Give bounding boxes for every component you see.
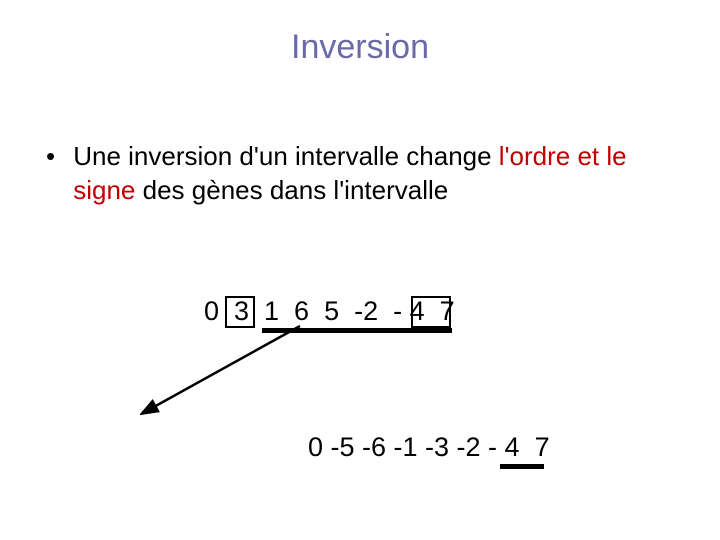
bullet-text: Une inversion d'un intervalle change l'o… xyxy=(73,140,633,208)
slide: Inversion • Une inversion d'un intervall… xyxy=(0,0,720,540)
bullet-marker: • xyxy=(46,140,66,174)
box-around-minus4 xyxy=(411,296,451,328)
sequence-2: 0 -5 -6 -1 -3 -2 - 4 7 xyxy=(308,432,550,463)
slide-title: Inversion xyxy=(0,28,720,67)
arrow-icon xyxy=(140,320,310,420)
bullet-suffix: des gènes dans l'intervalle xyxy=(143,175,449,205)
underline-minus4-result xyxy=(500,464,544,469)
bullet-prefix: Une inversion d'un intervalle change xyxy=(73,141,499,171)
bullet-block: • Une inversion d'un intervalle change l… xyxy=(46,140,646,208)
